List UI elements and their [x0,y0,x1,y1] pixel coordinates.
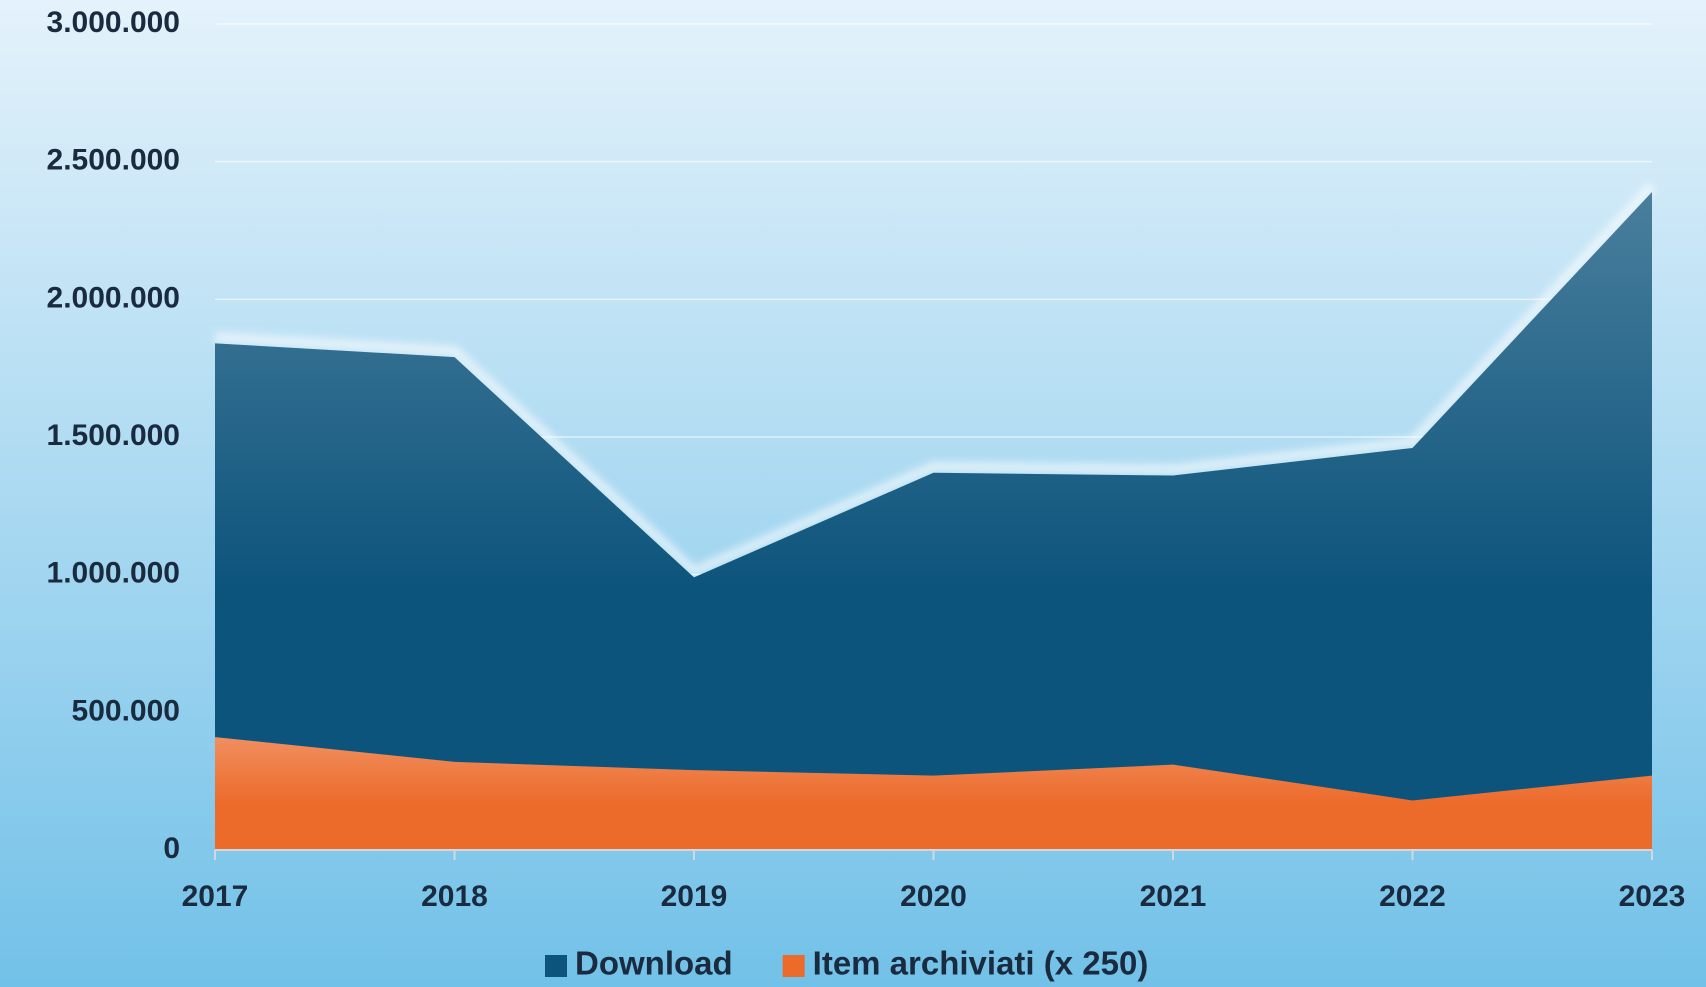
x-tick-label: 2021 [1140,880,1207,913]
legend-swatch [545,955,567,977]
area-sheen [215,737,1652,850]
x-tick-label: 2022 [1379,880,1446,913]
x-tick-label: 2017 [182,880,249,913]
legend-label: Item archiviati (x 250) [813,945,1149,982]
x-tick-label: 2019 [661,880,728,913]
y-tick-label: 1.500.000 [47,419,180,452]
y-tick-label: 2.500.000 [47,144,180,177]
legend-swatch [782,955,805,977]
y-tick-label: 500.000 [72,694,180,727]
x-tick-label: 2018 [421,880,488,913]
y-tick-label: 1.000.000 [47,557,180,590]
area-sheen [215,191,1652,850]
area-shadow [214,182,1656,578]
legend-label: Download [575,945,733,982]
y-tick-label: 0 [163,832,180,865]
y-tick-label: 2.000.000 [47,281,180,314]
y-tick-label: 3.000.000 [47,6,180,39]
x-tick-label: 2023 [1619,880,1686,913]
x-tick-label: 2020 [900,880,967,913]
